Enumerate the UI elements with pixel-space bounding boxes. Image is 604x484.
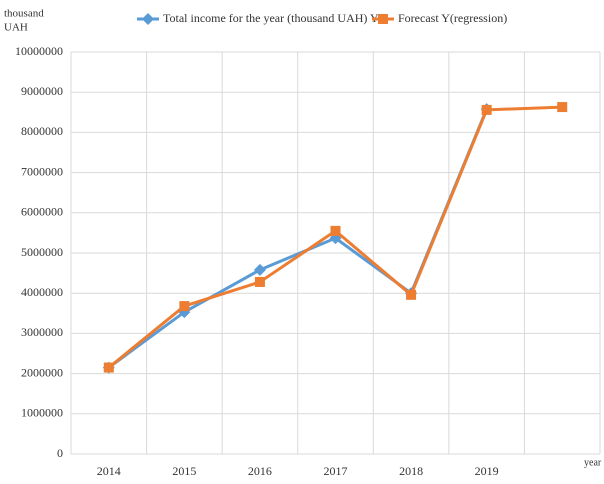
x-tick-label: 2015 — [172, 464, 196, 478]
marker — [254, 276, 265, 287]
legend-label: Total income for the year (thousand UAH)… — [163, 11, 379, 25]
x-tick-label: 2016 — [248, 464, 272, 478]
y-axis-label: thousand — [4, 8, 44, 20]
x-tick-label: 2017 — [324, 464, 348, 478]
y-tick-label: 9000000 — [21, 84, 63, 98]
y-tick-label: 0 — [57, 446, 63, 460]
marker — [330, 225, 341, 236]
x-tick-label: 2014 — [97, 464, 121, 478]
y-tick-label: 7000000 — [21, 164, 63, 178]
marker — [103, 362, 114, 373]
legend-label: Forecast Y(regression) — [398, 11, 507, 25]
marker — [179, 301, 190, 312]
y-tick-label: 1000000 — [21, 406, 63, 420]
y-tick-label: 10000000 — [15, 44, 63, 58]
x-axis-label: year — [584, 457, 602, 468]
marker — [557, 102, 568, 113]
x-tick-label: 2018 — [399, 464, 423, 478]
y-tick-label: 3000000 — [21, 325, 63, 339]
x-tick-label: 2019 — [475, 464, 499, 478]
marker — [253, 263, 266, 276]
marker — [142, 13, 154, 25]
marker — [481, 104, 492, 115]
marker — [378, 14, 388, 24]
y-tick-label: 6000000 — [21, 205, 63, 219]
marker — [406, 289, 417, 300]
y-tick-label: 8000000 — [21, 124, 63, 138]
y-axis-label: UAH — [4, 22, 28, 34]
y-tick-label: 2000000 — [21, 365, 63, 379]
y-tick-label: 4000000 — [21, 285, 63, 299]
y-tick-label: 5000000 — [21, 245, 63, 259]
